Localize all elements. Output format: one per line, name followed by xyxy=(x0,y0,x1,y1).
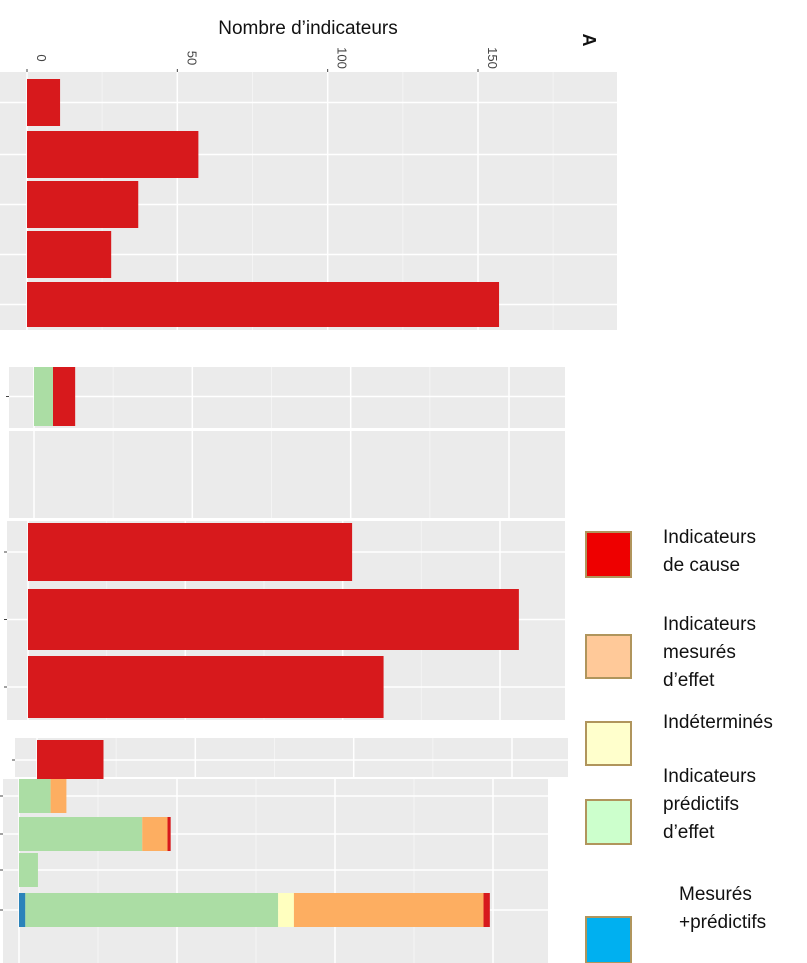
bar-cause xyxy=(28,656,384,718)
bar-cause xyxy=(27,231,111,278)
bar-predictifs xyxy=(19,779,51,813)
panel-label: A xyxy=(579,34,599,47)
chart-panels xyxy=(0,72,617,963)
x-axis-ticks: 0 50 100 150 xyxy=(27,47,500,72)
bar-cause xyxy=(27,131,198,178)
panel-2 xyxy=(6,367,565,428)
bar-cause xyxy=(27,282,499,327)
panel-background xyxy=(3,779,548,963)
legend-swatch xyxy=(586,635,631,678)
legend-swatch xyxy=(586,917,631,963)
panel-3 xyxy=(9,431,565,518)
panel-background xyxy=(9,431,565,518)
legend-swatch xyxy=(586,800,631,844)
bar-cause xyxy=(27,181,138,228)
bar-cause xyxy=(53,367,75,426)
bar-mesures xyxy=(294,893,484,927)
panel-6 xyxy=(0,779,548,963)
bar-predictifs xyxy=(19,853,38,887)
legend-label: Indicateurs prédictifs d’effet xyxy=(663,766,756,843)
x-axis-title: Nombre d’indicateurs xyxy=(218,18,398,39)
x-tick-label: 0 xyxy=(34,54,49,61)
bar-cause xyxy=(484,893,490,927)
legend-label: Indéterminés xyxy=(663,712,773,733)
x-tick-label: 150 xyxy=(485,47,500,69)
legend-label: Indicateurs de cause xyxy=(663,527,756,576)
bar-mesures xyxy=(51,779,67,813)
panel-4 xyxy=(4,521,565,720)
x-tick-label: 100 xyxy=(335,47,350,69)
bar-predictifs xyxy=(19,817,142,851)
bar-predictifs xyxy=(34,367,53,426)
panel-1 xyxy=(0,72,617,330)
panel-background xyxy=(9,367,565,428)
bar-mesures xyxy=(142,817,167,851)
bar-mesures_predictifs xyxy=(19,893,25,927)
x-tick-label: 50 xyxy=(184,51,199,65)
legend-label: Indicateurs mesurés d’effet xyxy=(663,614,756,691)
legend-swatch xyxy=(586,532,631,577)
bar-cause xyxy=(28,589,519,650)
legend-swatch xyxy=(586,722,631,765)
bar-indet xyxy=(278,893,294,927)
bar-cause xyxy=(27,79,60,126)
bar-cause xyxy=(28,523,352,581)
bar-cause xyxy=(168,817,171,851)
bar-cause xyxy=(37,740,104,780)
panel-5 xyxy=(12,738,568,780)
legend: Indicateurs de cause Indicateurs mesurés d’e… xyxy=(586,527,773,963)
legend-label: Mesurés +prédictifs xyxy=(679,884,766,933)
bar-predictifs xyxy=(25,893,278,927)
